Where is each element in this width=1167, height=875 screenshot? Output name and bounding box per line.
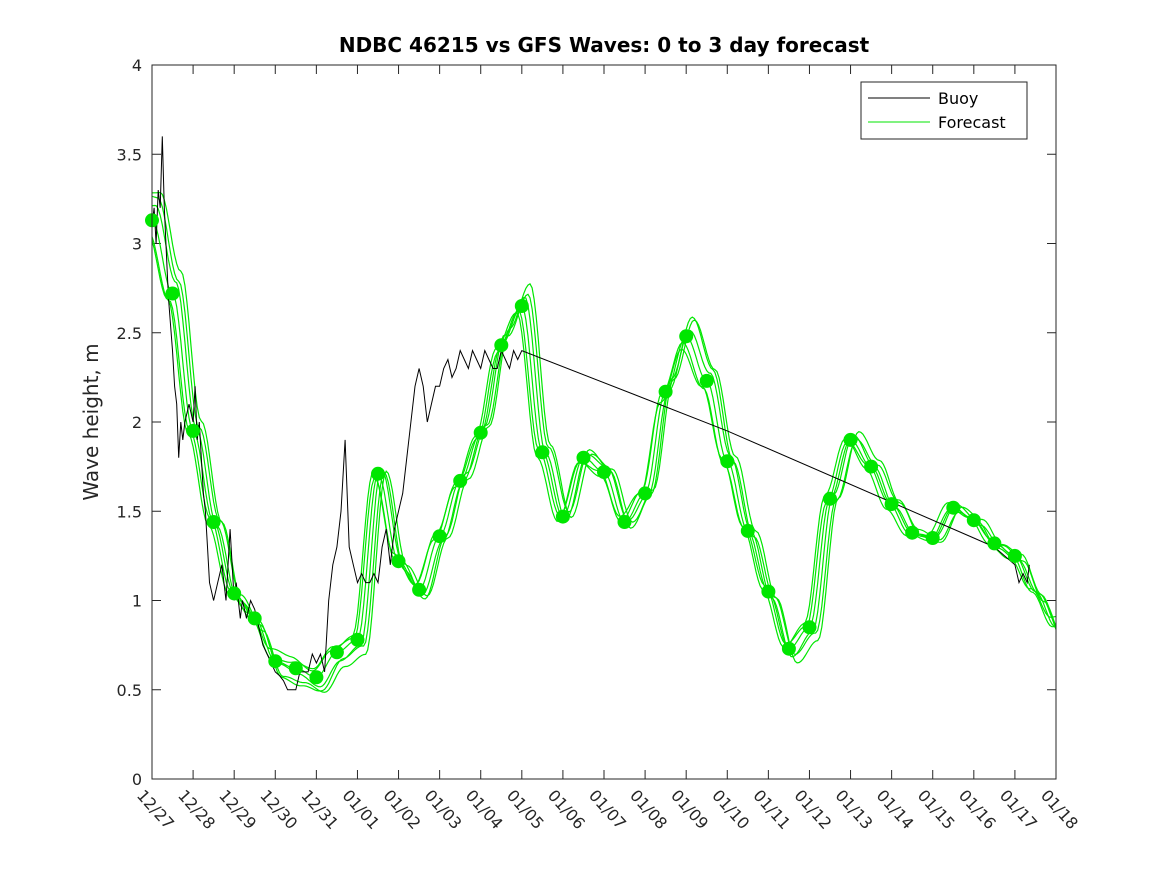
y-tick-labels: 0 0.5 1 1.5 2 2.5 3 3.5 4 bbox=[117, 56, 142, 789]
plot-area bbox=[152, 65, 1056, 779]
forecast-point bbox=[658, 384, 673, 399]
y-tick-label: 4 bbox=[132, 56, 142, 75]
forecast-point bbox=[494, 338, 509, 353]
forecast-point bbox=[514, 299, 529, 313]
forecast-point bbox=[823, 491, 837, 506]
chart-title: NDBC 46215 vs GFS Waves: 0 to 3 day fore… bbox=[339, 33, 870, 57]
forecast-point bbox=[576, 450, 591, 465]
forecast-point bbox=[638, 486, 653, 501]
forecast-point bbox=[987, 536, 1002, 551]
y-axis-label: Wave height, m bbox=[79, 343, 103, 500]
forecast-point bbox=[329, 645, 344, 660]
forecast-point bbox=[740, 523, 755, 538]
forecast-point bbox=[1007, 548, 1022, 563]
y-tick-label: 0.5 bbox=[117, 681, 142, 700]
forecast-point bbox=[925, 531, 940, 545]
forecast-point bbox=[535, 445, 550, 460]
y-tick-label: 1.5 bbox=[117, 502, 142, 521]
forecast-point bbox=[309, 670, 324, 685]
forecast-point bbox=[781, 641, 796, 656]
forecast-point bbox=[186, 423, 201, 438]
forecast-point bbox=[761, 584, 776, 599]
forecast-point bbox=[247, 611, 262, 626]
forecast-point bbox=[946, 500, 961, 515]
forecast-point bbox=[391, 554, 406, 569]
y-tick-label: 2 bbox=[132, 413, 142, 432]
y-tick-label: 3 bbox=[132, 235, 142, 254]
y-tick-label: 1 bbox=[132, 592, 142, 611]
forecast-point bbox=[268, 654, 283, 669]
forecast-point bbox=[617, 515, 632, 529]
forecast-point bbox=[720, 454, 735, 469]
forecast-point bbox=[288, 661, 303, 676]
plot-frame bbox=[151, 64, 1057, 780]
forecast-point bbox=[432, 529, 447, 544]
forecast-point bbox=[206, 515, 221, 529]
forecast-markers bbox=[145, 213, 1022, 685]
legend-label-forecast: Forecast bbox=[938, 113, 1006, 132]
forecast-point bbox=[227, 586, 242, 601]
y-tick-label: 3.5 bbox=[117, 145, 142, 164]
forecast-point bbox=[843, 432, 858, 447]
forecast-point bbox=[165, 286, 180, 301]
forecast-point bbox=[371, 466, 385, 481]
forecast-point bbox=[555, 509, 570, 524]
legend: Buoy Forecast bbox=[860, 81, 1028, 140]
forecast-point bbox=[412, 582, 427, 597]
forecast-point bbox=[802, 620, 817, 635]
y-tick-label: 2.5 bbox=[117, 324, 142, 343]
legend-label-buoy: Buoy bbox=[938, 89, 978, 108]
forecast-point bbox=[350, 632, 365, 647]
forecast-point bbox=[884, 497, 899, 512]
forecast-point bbox=[597, 465, 611, 479]
forecast-point bbox=[905, 525, 920, 540]
legend-box bbox=[860, 81, 1028, 140]
forecast-point bbox=[473, 425, 488, 440]
y-tick-label: 0 bbox=[132, 770, 142, 789]
forecast-point bbox=[864, 459, 879, 474]
forecast-point bbox=[453, 473, 468, 488]
forecast-point bbox=[679, 329, 694, 344]
forecast-point bbox=[699, 373, 714, 388]
forecast-point bbox=[966, 513, 981, 528]
